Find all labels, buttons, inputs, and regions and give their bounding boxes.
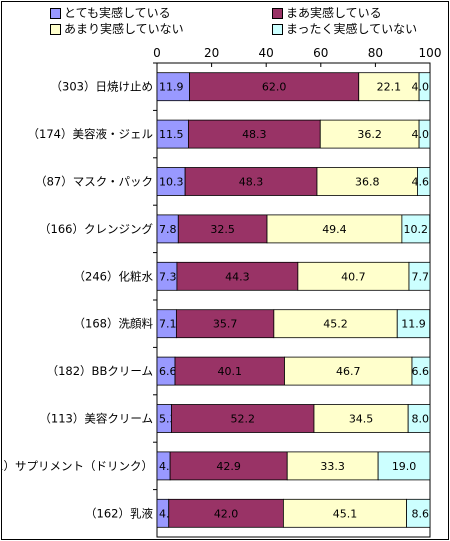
bar-segment <box>282 498 407 528</box>
data-label: 45.2 <box>323 318 348 331</box>
legend-label-amari: あまり実感していない <box>64 22 184 36</box>
data-label: 52.2 <box>230 413 255 426</box>
category-label: （166）クレンジング <box>39 222 153 236</box>
x-tick-label: 0 <box>153 46 161 60</box>
data-label: 49.4 <box>322 223 347 236</box>
bar-segment <box>177 214 268 244</box>
legend-label-mattaku: まったく実感していない <box>286 22 418 36</box>
category-label: （246）化粧水 <box>74 269 154 283</box>
bar-segment <box>187 119 321 149</box>
bar-segment <box>175 309 275 339</box>
category-label: （303）日焼け止め <box>51 80 153 94</box>
category-label: （87）マスク・パック <box>35 175 153 189</box>
data-label: 7.8 <box>159 223 177 236</box>
data-label: 6.6 <box>159 365 177 378</box>
data-label: 7.1 <box>159 318 177 331</box>
data-label: 6.6 <box>412 365 430 378</box>
data-label: 7.3 <box>159 270 177 283</box>
bar-segment <box>418 119 431 149</box>
bar-segment <box>406 498 431 528</box>
data-label: 36.8 <box>355 176 380 189</box>
bar-segment <box>266 214 403 244</box>
category-label: （162）乳液 <box>85 506 153 520</box>
legend-label-totemo: とても実感している <box>64 6 171 20</box>
data-label: 46.7 <box>336 365 361 378</box>
data-label: 44.3 <box>225 270 250 283</box>
bar-segment <box>418 72 431 102</box>
legend-label-maa: まあ実感している <box>286 6 382 20</box>
bar-segment <box>284 356 413 386</box>
bar-segment <box>417 167 431 196</box>
category-label: （182）BBクリーム <box>47 364 153 378</box>
legend-swatch-amari <box>50 24 61 35</box>
data-label: 62.0 <box>262 81 287 94</box>
data-label: 11.9 <box>401 318 426 331</box>
data-label: 4.0 <box>412 128 430 141</box>
data-label: 4.0 <box>412 81 430 94</box>
bar-segment <box>156 72 190 102</box>
bar-segment <box>377 451 431 481</box>
data-label: 4.6 <box>412 176 430 189</box>
data-label: 42.0 <box>214 507 239 520</box>
data-label: 10.3 <box>159 176 184 189</box>
data-label: 48.3 <box>239 176 264 189</box>
legend-swatch-mattaku <box>272 24 283 35</box>
data-label: 40.7 <box>341 270 366 283</box>
data-label: 45.1 <box>333 507 358 520</box>
bar-segment <box>401 214 431 244</box>
bar-segment <box>297 261 410 291</box>
data-label: 19.0 <box>392 460 417 473</box>
data-label: 34.5 <box>349 413 374 426</box>
category-label: （174）美容液・ジェル <box>28 127 153 141</box>
x-tick-label: 100 <box>419 46 442 60</box>
category-label: （21）サプリメント（ドリンク） <box>2 459 153 473</box>
x-tick-label: 80 <box>368 46 383 60</box>
data-label: 33.3 <box>320 460 345 473</box>
data-label: 22.1 <box>377 81 402 94</box>
bar-segment <box>316 167 418 196</box>
data-label: 8.6 <box>412 507 430 520</box>
bar-segment <box>358 72 420 102</box>
bar-segment <box>174 356 285 386</box>
data-label: 40.1 <box>218 365 243 378</box>
bar-segment <box>189 72 360 102</box>
data-label: 10.2 <box>404 223 429 236</box>
data-label: 8.0 <box>412 413 430 426</box>
data-label: 36.2 <box>357 128 382 141</box>
bar-segment <box>169 451 288 481</box>
bar-segment <box>411 356 431 386</box>
data-label: 35.7 <box>213 318 238 331</box>
x-tick-label: 40 <box>259 46 274 60</box>
bar-segment <box>407 404 431 433</box>
legend-swatch-totemo <box>50 8 61 19</box>
legend-swatch-maa <box>272 8 283 19</box>
data-label: 42.9 <box>216 460 241 473</box>
legend: とても実感している まあ実感している あまり実感していない まったく実感していな… <box>2 2 448 38</box>
category-label: （113）美容クリーム <box>39 412 153 426</box>
bar-segment <box>168 498 284 528</box>
category-label: （168）洗顔料 <box>74 317 154 331</box>
x-tick-label: 60 <box>313 46 328 60</box>
data-label: 48.3 <box>242 128 267 141</box>
x-tick-label: 20 <box>204 46 219 60</box>
bar-segment <box>184 167 318 196</box>
data-label: 11.9 <box>159 81 184 94</box>
data-label: 7.7 <box>412 270 430 283</box>
bar-segment <box>408 261 431 291</box>
data-label: 32.5 <box>210 223 235 236</box>
bar-segment <box>156 167 186 196</box>
data-label: 11.5 <box>159 128 184 141</box>
bar-segment <box>396 309 431 339</box>
